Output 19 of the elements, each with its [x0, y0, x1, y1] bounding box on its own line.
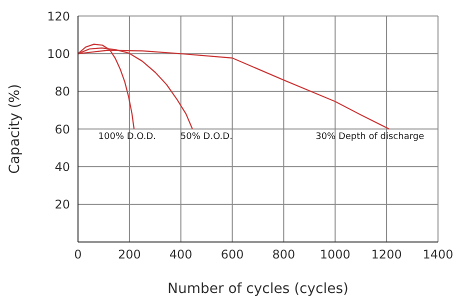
y-tick-label: 120	[47, 9, 70, 24]
y-tick-label: 100	[47, 46, 70, 61]
x-tick-label: 1200	[371, 248, 402, 262]
y-tick-label: 80	[54, 84, 70, 99]
x-tick-label: 0	[74, 248, 82, 262]
x-tick-label: 1400	[422, 248, 454, 262]
series-label: 100% D.O.D.	[98, 132, 156, 142]
x-axis-title: Number of cycles (cycles)	[168, 281, 348, 297]
y-tick-label: 20	[54, 198, 70, 212]
x-tick-label: 1000	[320, 248, 350, 262]
y-tick-label: 40	[54, 160, 70, 174]
y-tick-label: 60	[54, 122, 70, 136]
y-axis-title: Capacity (%)	[6, 84, 23, 174]
series-label: 30% Depth of discharge	[316, 132, 425, 142]
x-tick-label: 200	[118, 248, 141, 262]
x-tick-label: 400	[169, 248, 192, 262]
x-tick-label: 600	[220, 248, 244, 262]
x-tick-label: 800	[272, 248, 296, 262]
series-label: 50% D.O.D.	[180, 132, 232, 142]
